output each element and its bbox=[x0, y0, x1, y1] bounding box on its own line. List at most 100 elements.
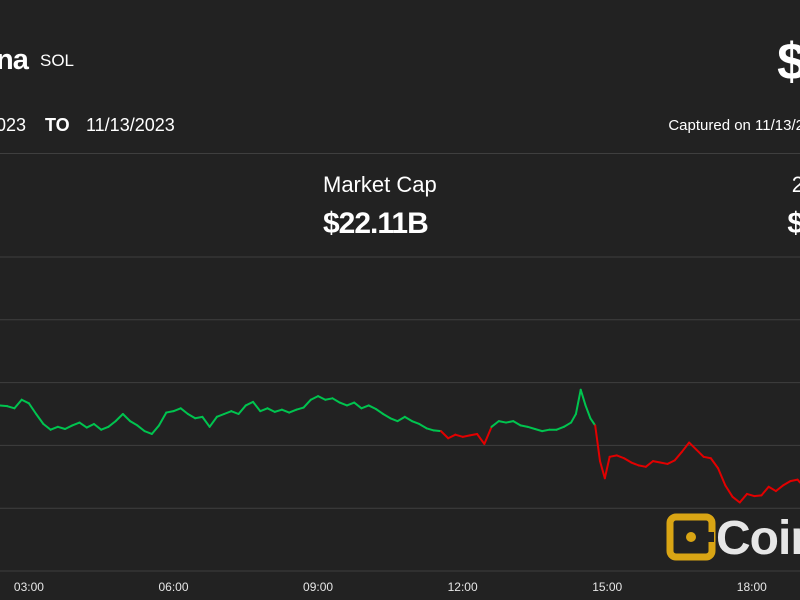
price-line-segment bbox=[158, 411, 168, 427]
price-line-segment bbox=[673, 450, 683, 462]
price-line-segment bbox=[789, 478, 799, 483]
price-line-segment bbox=[702, 455, 712, 460]
price-line-segment bbox=[266, 407, 276, 413]
price-line-segment bbox=[215, 413, 226, 418]
date-to-label: TO bbox=[45, 115, 70, 135]
price-line-segment bbox=[165, 410, 175, 414]
price-line-segment bbox=[695, 448, 705, 458]
price-line-segment bbox=[403, 415, 414, 423]
price-line-segment bbox=[136, 424, 146, 433]
price-line-segment bbox=[201, 415, 211, 428]
price-line-segment bbox=[345, 401, 356, 407]
price-line-segment bbox=[143, 430, 153, 435]
price-line-segment bbox=[280, 408, 291, 414]
price-line-segment bbox=[150, 424, 161, 435]
x-tick-label: 09:00 bbox=[303, 580, 333, 594]
price-line-segment bbox=[382, 413, 392, 420]
price-line-segment bbox=[78, 421, 88, 429]
price-line-segment bbox=[230, 410, 240, 415]
price-line-segment bbox=[121, 413, 132, 423]
price-line-segment bbox=[490, 420, 500, 428]
price-line-segment bbox=[20, 398, 30, 405]
price-line-segment bbox=[186, 413, 197, 420]
price-line-segment bbox=[666, 459, 676, 465]
price-line-segment bbox=[27, 402, 38, 415]
market-cap-value: $22.11B bbox=[323, 207, 429, 240]
coindesk-logo-icon bbox=[666, 513, 716, 561]
x-tick-label: 06:00 bbox=[158, 580, 188, 594]
current-price: $ bbox=[777, 33, 800, 91]
price-line-segment bbox=[709, 457, 720, 470]
price-line-segment bbox=[425, 427, 435, 432]
price-line-segment bbox=[6, 405, 16, 410]
price-line-segment bbox=[541, 428, 551, 433]
price-line-segment bbox=[615, 454, 626, 460]
price-line-segment bbox=[767, 485, 777, 493]
price-line-segment bbox=[630, 461, 640, 467]
price-line-segment bbox=[302, 398, 312, 409]
price-line-segment bbox=[49, 425, 59, 431]
price-line-segment bbox=[418, 422, 428, 430]
price-line-segment bbox=[599, 460, 606, 480]
price-line-segment bbox=[432, 429, 442, 433]
chart-grid bbox=[0, 256, 800, 572]
price-line-segment bbox=[114, 413, 124, 423]
price-line-segment bbox=[526, 425, 536, 430]
price-line-segment bbox=[461, 434, 471, 438]
price-line-segment bbox=[360, 404, 370, 410]
price-line-segment bbox=[288, 408, 298, 414]
price-line-segment bbox=[570, 413, 577, 424]
price-line-segment bbox=[519, 424, 529, 428]
price-line-segment bbox=[603, 455, 611, 480]
x-axis-ticks: 03:00 06:00 09:00 12:00 15:00 18:00 bbox=[14, 580, 767, 594]
price-line-segment bbox=[389, 417, 399, 423]
price-line-segment bbox=[295, 406, 305, 411]
price-line-segment bbox=[172, 407, 182, 413]
x-tick-label: 03:00 bbox=[14, 580, 44, 594]
price-line-segment bbox=[338, 401, 348, 407]
price-line-segment bbox=[85, 422, 95, 429]
price-line-segment bbox=[512, 420, 522, 427]
price-line-segment bbox=[623, 457, 633, 464]
price-line-segment bbox=[208, 415, 218, 428]
price-line-segment bbox=[659, 461, 669, 465]
price-line-segment bbox=[483, 425, 493, 445]
price-line-segment bbox=[252, 400, 262, 413]
right-stat-value: $ bbox=[787, 207, 800, 240]
price-line-segment bbox=[129, 420, 139, 427]
price-line-segment bbox=[589, 417, 597, 427]
price-line-segment bbox=[71, 421, 81, 427]
price-line-segment bbox=[223, 410, 233, 415]
price-line-segment bbox=[244, 400, 255, 407]
price-line-segment bbox=[745, 492, 756, 498]
price-line-segment bbox=[584, 404, 592, 420]
price-line-segment bbox=[652, 460, 662, 464]
date-to: 11/13/2023 bbox=[86, 115, 175, 135]
price-line-segment bbox=[731, 495, 741, 504]
price-line-segment bbox=[637, 464, 647, 468]
asset-name: na bbox=[0, 44, 29, 76]
price-line-segment bbox=[353, 401, 363, 410]
x-tick-label: 18:00 bbox=[737, 580, 767, 594]
price-line-segment bbox=[753, 494, 763, 498]
price-line-segment bbox=[505, 420, 515, 424]
price-line-segment bbox=[273, 408, 283, 413]
price-line-segment bbox=[331, 397, 341, 404]
price-line-segment bbox=[107, 420, 117, 428]
price-line-segment bbox=[688, 441, 698, 451]
price-line-segment bbox=[309, 395, 320, 401]
price-line-segment bbox=[411, 420, 421, 425]
price-line-segment bbox=[0, 404, 9, 408]
price-line-segment bbox=[237, 404, 247, 415]
price-line bbox=[0, 388, 800, 504]
price-line-segment bbox=[317, 395, 327, 401]
price-line-segment bbox=[100, 425, 110, 431]
right-stat-label: 2 bbox=[791, 172, 800, 197]
price-line-segment bbox=[194, 415, 204, 420]
price-line-segment bbox=[782, 480, 792, 487]
price-line-segment bbox=[92, 422, 103, 431]
price-line-segment bbox=[447, 433, 457, 440]
market-cap-label: Market Cap bbox=[323, 172, 437, 197]
price-line-segment bbox=[324, 397, 334, 401]
